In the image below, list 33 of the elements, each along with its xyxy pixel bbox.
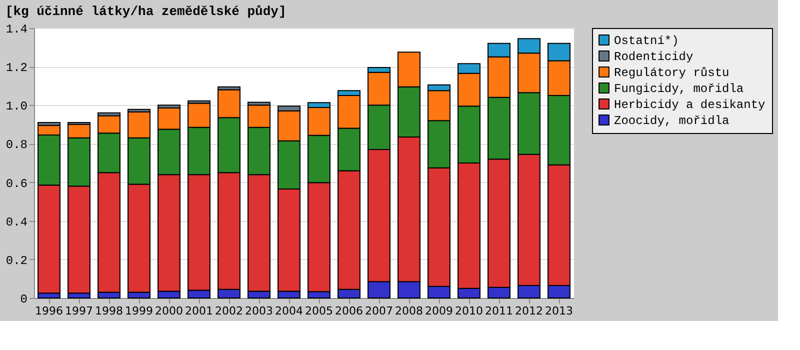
x-tick-label: 2009 — [425, 304, 453, 318]
x-tick-label: 2013 — [545, 304, 573, 318]
y-tick-label: 0.6 — [6, 176, 28, 191]
x-tick-label: 2005 — [305, 304, 333, 318]
y-tick-label: 0.2 — [6, 254, 28, 268]
x-tick-label: 2007 — [365, 304, 393, 318]
x-tick-label: 1999 — [125, 304, 153, 318]
y-tick-label: 1.4 — [6, 22, 28, 36]
y-tick-label: 0.8 — [6, 138, 28, 152]
x-tick-label: 2000 — [155, 304, 183, 318]
x-tick-label: 2006 — [335, 304, 363, 318]
x-tick-label: 2012 — [515, 304, 543, 318]
y-tick-label: 1.0 — [6, 100, 28, 114]
legend-label: Regulátory růstu — [614, 66, 730, 80]
x-tick-label: 2002 — [215, 304, 243, 318]
legend-label: Zoocidy, mořidla — [614, 114, 730, 128]
x-tick-label: 2001 — [185, 304, 213, 318]
legend-label: Herbicidy a desikanty — [614, 98, 766, 112]
x-tick-label: 1996 — [35, 304, 63, 318]
x-tick-label: 2008 — [395, 304, 423, 318]
x-tick-label: 1997 — [65, 304, 93, 318]
x-tick-label: 2010 — [455, 304, 483, 318]
y-tick-label: 0.4 — [6, 215, 28, 230]
y-tick-label: 1.2 — [6, 61, 28, 76]
legend-label: Rodenticidy — [614, 50, 694, 64]
x-tick-label: 2003 — [245, 304, 273, 318]
legend-label: Ostatní*) — [614, 34, 679, 48]
x-tick-label: 1998 — [95, 304, 123, 318]
x-tick-label: 2004 — [275, 304, 303, 318]
y-tick-label: 0 — [20, 292, 28, 306]
chart-title: [kg účinné látky/ha zemědělské půdy] — [5, 4, 286, 19]
legend-label: Fungicidy, mořidla — [614, 82, 744, 96]
x-tick-label: 2011 — [485, 304, 513, 318]
